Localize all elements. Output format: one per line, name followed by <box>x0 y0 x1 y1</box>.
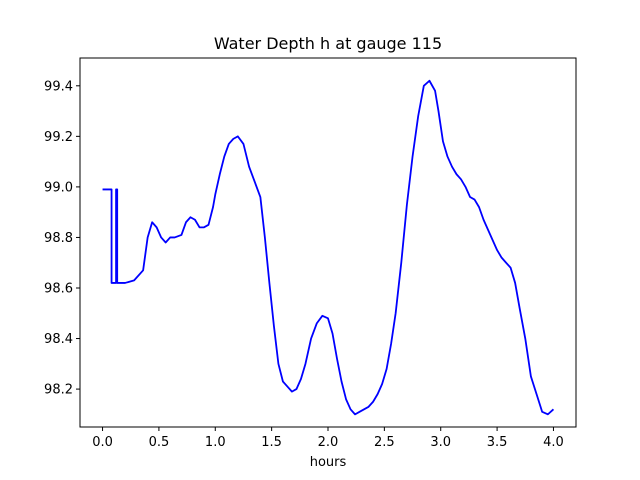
x-tick-label: 4.0 <box>543 435 564 450</box>
x-tick-label: 2.0 <box>318 435 339 450</box>
y-tick-label: 99.2 <box>44 130 73 145</box>
x-tick-label: 3.5 <box>487 435 508 450</box>
x-axis: 0.0 0.5 1.0 1.5 2.0 2.5 3.0 3.5 4.0 <box>92 427 564 450</box>
x-axis-label: hours <box>310 455 347 470</box>
series-line <box>102 79 555 416</box>
chart-title: Water Depth h at gauge 115 <box>214 34 442 53</box>
x-tick-label: 0.0 <box>92 435 113 450</box>
x-tick-label: 1.0 <box>205 435 226 450</box>
x-tick-label: 3.0 <box>430 435 451 450</box>
y-tick-label: 98.6 <box>44 281 73 296</box>
y-tick-label: 98.8 <box>44 231 73 246</box>
x-tick-label: 0.5 <box>149 435 170 450</box>
x-tick-label: 2.5 <box>374 435 395 450</box>
y-axis: 98.2 98.4 98.6 98.8 99.0 99.2 99.4 <box>44 79 80 398</box>
y-tick-label: 99.0 <box>44 180 73 195</box>
x-tick-label: 1.5 <box>261 435 282 450</box>
y-tick-label: 98.4 <box>44 332 73 347</box>
y-tick-label: 98.2 <box>44 383 73 398</box>
plot-area <box>80 58 576 427</box>
y-tick-label: 99.4 <box>44 79 73 94</box>
